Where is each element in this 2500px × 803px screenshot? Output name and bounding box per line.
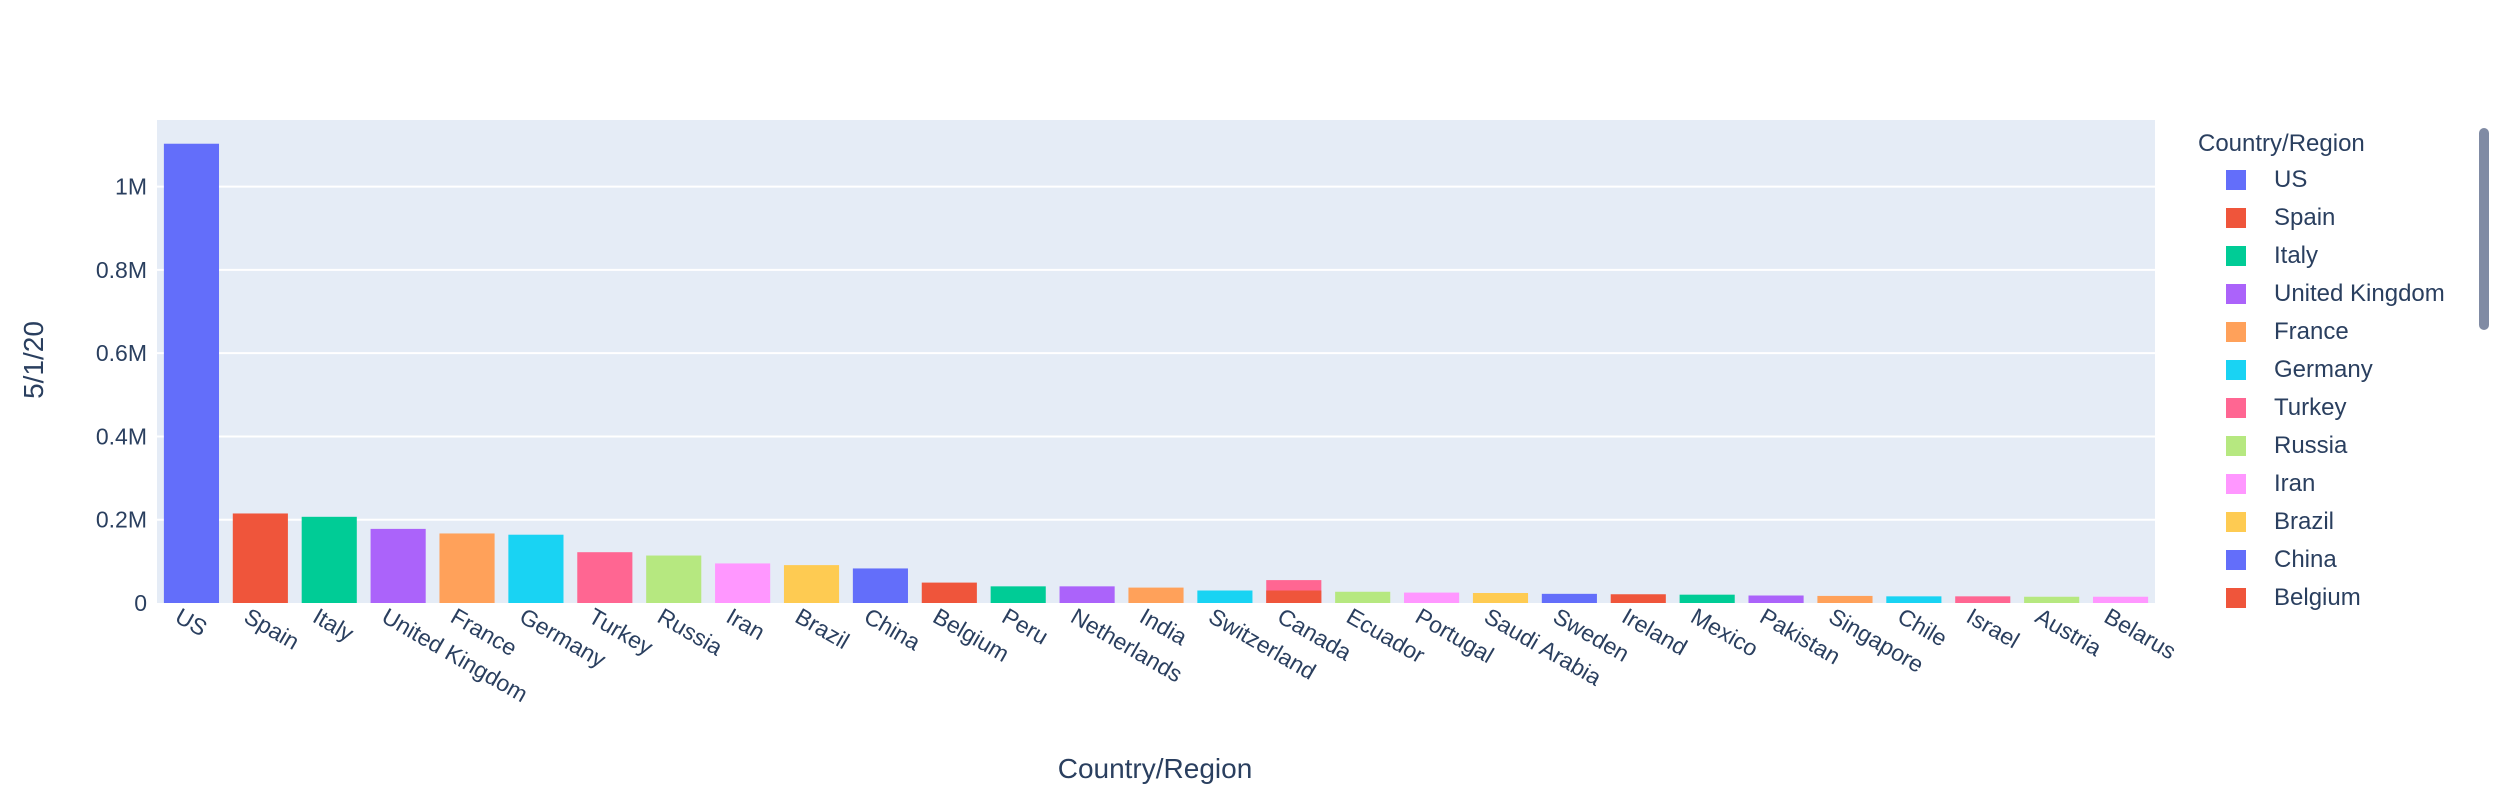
x-axis-title: Country/Region — [1058, 753, 1253, 784]
bars — [163, 143, 2149, 603]
x-tick-label: Israel — [1962, 603, 2024, 654]
legend-swatch[interactable] — [2226, 284, 2246, 304]
legend-item-label[interactable]: Russia — [2274, 432, 2348, 459]
legend-swatch[interactable] — [2226, 474, 2246, 494]
x-tick-label: Russia — [653, 603, 727, 661]
x-tick-label: Iran — [722, 603, 769, 645]
x-tick-label: Portugal — [1411, 603, 1498, 668]
x-tick-label: Austria — [2031, 603, 2106, 661]
legend-item-label[interactable]: Belgium — [2274, 584, 2361, 611]
x-tick-label: Belarus — [2100, 603, 2181, 665]
legend[interactable]: Country/Region US Spain Italy United Kingdo… — [2198, 130, 2445, 611]
legend-swatch[interactable] — [2226, 322, 2246, 342]
plot-background-layer — [157, 120, 2155, 603]
legend-swatch[interactable] — [2226, 512, 2246, 532]
legend-item-label[interactable]: Turkey — [2274, 394, 2346, 421]
bar-france[interactable] — [439, 533, 495, 603]
y-tick-label: 1M — [115, 174, 147, 200]
legend-item-label[interactable]: US — [2274, 166, 2307, 193]
legend-swatch[interactable] — [2226, 246, 2246, 266]
bar-chile[interactable] — [1886, 596, 1942, 603]
x-axis-ticks: US Spain Italy United KingdomFranceGermanyT… — [171, 603, 2181, 707]
plot-area — [157, 120, 2155, 603]
legend-item-label[interactable]: United Kingdom — [2274, 280, 2445, 307]
bar-italy[interactable] — [301, 516, 357, 603]
y-tick-label: 0.6M — [96, 340, 147, 366]
bar-iran[interactable] — [715, 563, 771, 603]
bar-china[interactable] — [852, 568, 908, 603]
legend-item-label[interactable]: Spain — [2274, 204, 2335, 231]
y-tick-label: 0.2M — [96, 507, 147, 533]
bar-switzerland[interactable] — [1197, 590, 1253, 603]
bar-sweden[interactable] — [1541, 593, 1597, 603]
legend-item-label[interactable]: Italy — [2274, 242, 2318, 269]
legend-swatch[interactable] — [2226, 550, 2246, 570]
legend-swatch[interactable] — [2226, 398, 2246, 418]
x-tick-label: US — [171, 603, 212, 641]
bar-russia[interactable] — [646, 555, 702, 603]
legend-swatch[interactable] — [2226, 436, 2246, 456]
bar-germany[interactable] — [508, 534, 564, 603]
bar-saudi-arabia[interactable] — [1472, 593, 1529, 603]
y-tick-label: 0.4M — [96, 423, 147, 449]
legend-item-label[interactable]: France — [2274, 318, 2349, 345]
bar-mexico[interactable] — [1679, 594, 1735, 603]
x-tick-label: Belgium — [929, 603, 1014, 667]
bar-spain[interactable] — [232, 513, 288, 603]
bar-us[interactable] — [163, 143, 220, 603]
x-tick-label: China — [860, 603, 925, 656]
bar-austria[interactable] — [2024, 596, 2080, 603]
bar-pakistan[interactable] — [1748, 595, 1804, 603]
legend-title: Country/Region — [2198, 130, 2365, 157]
legend-items[interactable]: US Spain Italy United Kingdom France Germany T… — [2226, 166, 2445, 611]
bar-portugal[interactable] — [1404, 592, 1460, 603]
legend-swatch[interactable] — [2226, 170, 2246, 190]
legend-swatch[interactable] — [2226, 360, 2246, 380]
legend-scrollbar[interactable] — [2479, 128, 2489, 330]
legend-swatch[interactable] — [2226, 208, 2246, 228]
bar-netherlands[interactable] — [1059, 586, 1115, 603]
x-tick-label: Italy — [309, 603, 359, 647]
x-tick-label: Mexico — [1687, 603, 1763, 662]
bar-india[interactable] — [1128, 587, 1184, 603]
bar-israel[interactable] — [1955, 596, 2011, 603]
bar-singapore[interactable] — [1817, 595, 1873, 603]
legend-item-label[interactable]: Germany — [2274, 356, 2373, 383]
legend-item-label[interactable]: Iran — [2274, 470, 2315, 497]
legend-item-label[interactable]: Brazil — [2274, 508, 2334, 535]
y-tick-label: 0.8M — [96, 257, 147, 283]
bar-united-kingdom[interactable] — [370, 528, 426, 603]
legend-swatch[interactable] — [2226, 588, 2246, 608]
y-tick-label: 0 — [134, 590, 147, 616]
bar-peru[interactable] — [990, 586, 1046, 603]
y-axis-ticks: 0 0.2M 0.4M 0.6M 0.8M 1M — [96, 174, 147, 616]
legend-item-label[interactable]: China — [2274, 546, 2337, 573]
y-axis-title: 5/1/20 — [18, 321, 49, 399]
bar-turkey[interactable] — [577, 552, 633, 603]
bar-overlay-canada[interactable] — [1266, 590, 1322, 603]
x-tick-label: Ecuador — [1342, 603, 1429, 669]
x-tick-label: Spain — [240, 603, 304, 655]
bar-ecuador[interactable] — [1335, 591, 1391, 603]
x-tick-label: Brazil — [791, 603, 854, 654]
gridlines — [157, 185, 2155, 521]
bar-brazil[interactable] — [783, 565, 840, 603]
bar-belgium[interactable] — [921, 582, 977, 603]
bar-belarus[interactable] — [2092, 596, 2149, 603]
bar-ireland[interactable] — [1610, 594, 1666, 603]
